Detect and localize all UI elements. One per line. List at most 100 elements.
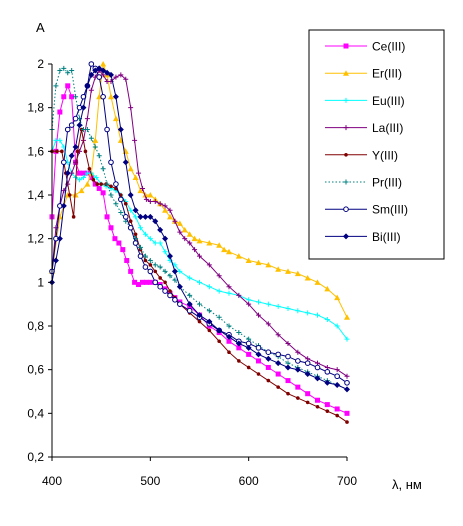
data-point — [168, 289, 172, 293]
data-point — [139, 279, 145, 285]
series-line-pr-iii — [51, 67, 348, 390]
data-point — [216, 273, 222, 279]
y-tick-label: 1,8 — [27, 101, 44, 115]
data-point — [186, 307, 193, 314]
y-tick-label: 1,2 — [27, 232, 44, 246]
data-point — [305, 310, 311, 316]
x-tick-labels: 400 500 600 700 — [42, 474, 357, 488]
data-point — [344, 410, 350, 416]
data-point — [132, 240, 139, 246]
data-point — [138, 244, 143, 250]
data-point — [305, 391, 311, 397]
data-point — [128, 219, 133, 223]
data-point — [256, 372, 261, 376]
x-axis-title: λ, нм — [392, 477, 422, 492]
data-point — [275, 303, 281, 309]
data-point — [104, 69, 111, 76]
legend-label: Bi(III) — [372, 230, 401, 244]
data-point — [172, 277, 178, 283]
data-point — [216, 314, 222, 320]
data-point — [83, 149, 88, 154]
data-point — [217, 339, 221, 344]
series-line-er-iii — [51, 63, 348, 318]
data-point — [226, 290, 232, 296]
data-point — [226, 333, 232, 340]
data-point — [265, 261, 272, 268]
data-point — [142, 231, 148, 237]
x-tick-label: 400 — [42, 474, 62, 488]
data-point — [132, 207, 139, 214]
data-point — [87, 167, 92, 171]
data-point — [255, 345, 262, 351]
data-point — [182, 236, 188, 242]
data-point — [314, 279, 321, 285]
data-point — [136, 170, 142, 176]
data-point — [104, 214, 110, 220]
data-point — [71, 215, 76, 219]
data-point — [124, 258, 130, 263]
data-point — [137, 187, 144, 194]
data-point — [77, 177, 83, 183]
data-point — [147, 236, 153, 242]
legend-swatch-marker — [343, 97, 349, 103]
data-point — [157, 240, 163, 246]
data-point — [197, 301, 202, 307]
data-point — [147, 279, 153, 285]
data-point — [109, 184, 113, 189]
data-point — [285, 306, 291, 312]
data-point — [295, 384, 301, 390]
legend: Ce(III) Er(III) Eu(III) La(III) Y(III) Pr(III… — [308, 29, 445, 260]
data-point — [158, 276, 162, 280]
y-tick-label: 1 — [37, 275, 44, 289]
data-point — [206, 262, 212, 268]
data-point — [143, 279, 149, 285]
data-point — [91, 177, 96, 182]
series-eu-iii — [49, 137, 350, 342]
y-tick-label: 1,6 — [27, 144, 44, 158]
data-point — [344, 373, 350, 379]
data-point — [157, 264, 163, 270]
data-point — [88, 61, 95, 67]
data-point — [334, 323, 340, 329]
data-point — [162, 207, 169, 213]
data-point — [57, 68, 63, 74]
data-point — [52, 257, 59, 264]
data-point — [147, 258, 153, 263]
data-point — [133, 232, 138, 237]
series-line-y-iii — [52, 129, 348, 423]
y-tick-label: 1,4 — [27, 188, 44, 202]
data-point — [286, 391, 290, 396]
data-point — [275, 371, 281, 377]
data-point — [285, 340, 291, 346]
data-point — [344, 336, 350, 342]
data-point — [334, 381, 341, 388]
data-point — [162, 203, 168, 209]
data-point — [226, 323, 232, 329]
data-point — [163, 280, 167, 285]
data-point — [344, 314, 350, 320]
data-point — [171, 268, 178, 275]
data-point — [118, 209, 124, 215]
data-point — [84, 116, 90, 122]
data-point — [191, 235, 198, 242]
data-point — [295, 358, 301, 364]
data-point — [167, 213, 173, 220]
data-point — [77, 170, 83, 176]
data-point — [226, 284, 232, 290]
data-point — [136, 282, 142, 288]
data-point — [61, 94, 67, 100]
data-point — [207, 328, 212, 333]
data-point — [88, 135, 94, 141]
legend-label: Er(III) — [372, 67, 402, 81]
data-point — [162, 268, 168, 274]
data-point — [68, 152, 75, 159]
data-point — [123, 201, 128, 206]
data-point — [324, 285, 331, 292]
legend-item-er-iii: Er(III) — [325, 67, 402, 81]
data-point — [93, 175, 99, 181]
data-point — [117, 126, 124, 133]
data-point — [186, 231, 193, 237]
data-point — [96, 74, 102, 80]
data-point — [181, 226, 188, 233]
data-point — [78, 187, 85, 194]
